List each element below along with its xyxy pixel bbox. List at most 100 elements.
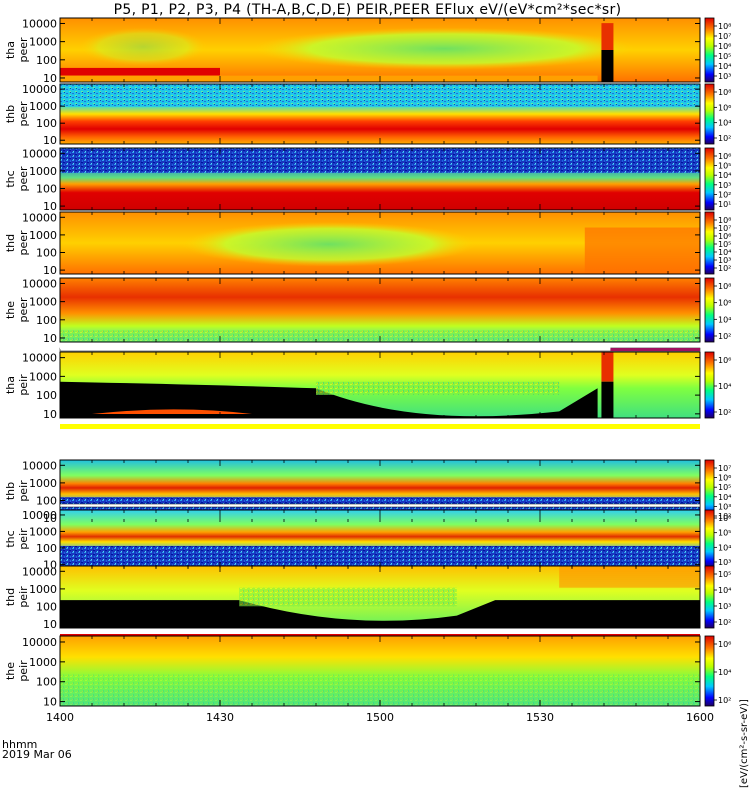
colorbar-tick-label: 10⁴ — [718, 248, 731, 257]
panel-label-species: peer — [17, 166, 30, 192]
colorbar-tick-label: 10⁸ — [718, 216, 731, 225]
colorbar-tick-label: 10⁷ — [718, 32, 731, 41]
y-tick-label: 10 — [43, 408, 57, 421]
chart-title: P5, P1, P2, P3, P4 (TH-A,B,C,D,E) PEIR,P… — [113, 2, 622, 18]
colorbar-tick-label: 10⁶ — [718, 356, 731, 365]
colorbar-tick-label: 10⁶ — [718, 299, 731, 308]
colorbar-tick-label: 10⁴ — [718, 171, 731, 180]
y-tick-label: 100 — [36, 389, 57, 402]
svg-text:[eV/(cm²-s-sr-eV)]: [eV/(cm²-s-sr-eV)] — [739, 699, 750, 788]
y-tick-label: 100 — [36, 600, 57, 613]
date-label: 2019 Mar 06 — [2, 748, 72, 761]
colorbar-tick-label: 10³ — [718, 181, 731, 190]
colorbar-tick-label: 10⁴ — [718, 668, 731, 677]
colorbar-tick-label: 10³ — [718, 256, 731, 265]
y-tick-label: 10 — [43, 558, 57, 571]
orange-region — [584, 227, 700, 274]
colorbar-tick-label: 10⁴ — [718, 62, 731, 71]
panel-thd-peir: 10000 1000 100 10 thd peir 10⁵ 10⁴ 10³ 10² — [4, 565, 731, 642]
red-arc — [92, 409, 252, 415]
y-tick-label: 100 — [36, 117, 57, 130]
panel-label-probe: the — [4, 301, 17, 319]
no-data-region — [60, 600, 700, 628]
colorbar-tick-label: 10² — [718, 264, 731, 273]
colorbar — [704, 277, 715, 343]
y-tick-label: 1000 — [29, 370, 57, 383]
panel-label-probe: thb — [4, 105, 17, 123]
y-tick-label: 10000 — [22, 352, 57, 365]
colorbar — [704, 635, 715, 707]
colorbar-tick-label: 10⁵ — [718, 240, 731, 249]
x-tick-label: 1430 — [206, 711, 234, 724]
colorbar-tick-label: 10⁶ — [718, 640, 731, 649]
x-tick-label: 1530 — [526, 711, 554, 724]
no-data-region — [60, 381, 598, 418]
noise — [316, 381, 560, 395]
y-tick-label: 10 — [43, 618, 57, 631]
x-tick-label: 1500 — [366, 711, 394, 724]
y-tick-label: 1000 — [29, 656, 57, 669]
colorbar-tick-label: 10⁶ — [718, 42, 731, 51]
colorbar-tick-label: 10⁴ — [718, 586, 731, 595]
colorbar-tick-label: 10² — [718, 618, 731, 627]
y-tick-label: 1000 — [29, 100, 57, 113]
x-tick-label: 1600 — [686, 711, 714, 724]
panel-thd-peer: 10000 1000 100 10 thd peer 10⁸10⁷10⁶10⁵10⁴10³1… — [4, 211, 731, 277]
y-tick-label: 100 — [36, 494, 57, 507]
y-tick-label: 10000 — [22, 83, 57, 96]
panel-label-probe: thd — [4, 234, 17, 252]
colorbar-tick-label: 10⁶ — [718, 152, 731, 161]
time-axis: 1400 1430 1500 1530 1600 — [46, 18, 714, 724]
panel-label-species: peir — [17, 660, 30, 682]
y-tick-label: 10000 — [22, 509, 57, 522]
colorbar — [704, 351, 715, 419]
colorbar-tick-label: 10⁴ — [718, 119, 731, 128]
y-tick-label: 10 — [43, 696, 57, 709]
y-tick-label: 100 — [36, 54, 57, 67]
colorbar-tick-label: 10⁶ — [718, 103, 731, 112]
y-tick-label: 10 — [43, 72, 57, 85]
colorbar-tick-label: 10³ — [718, 72, 731, 81]
y-tick-label: 10 — [43, 512, 57, 525]
y-tick-label: 10 — [43, 332, 57, 345]
y-tick-label: 1000 — [29, 229, 57, 242]
panel-label-species: peir — [17, 528, 30, 550]
colorbar-tick-label: 10⁵ — [718, 570, 731, 579]
colorbar — [704, 211, 715, 275]
colorbar-tick-label: 10⁶ — [718, 232, 731, 241]
colorbar-tick-label: 10¹ — [718, 200, 731, 209]
colorbar — [704, 509, 715, 569]
colorbar-tick-label: 10⁴ — [718, 543, 731, 552]
panel-thb-peer: 10000 1000 100 10 thb peer 10⁸ 10⁶ 10⁴ 10² — [4, 83, 731, 147]
colorbar-tick-label: 10⁴ — [718, 382, 731, 391]
y-tick-label: 10000 — [22, 277, 57, 290]
panel-label-species: peir — [17, 480, 30, 502]
separator-bar — [59, 503, 701, 508]
red-band — [60, 67, 220, 76]
y-tick-label: 10 — [43, 264, 57, 277]
colorbar-tick-label: 10² — [718, 408, 731, 417]
colorbar-title: [eV/(cm²-s-sr-eV)] — [739, 699, 750, 788]
panel-label-probe: the — [4, 662, 17, 680]
panel-label-probe: thd — [4, 588, 17, 606]
colorbar — [704, 565, 715, 629]
colorbar-tick-label: 10² — [718, 190, 731, 199]
colorbar-tick-label: 10⁸ — [718, 88, 731, 97]
separator-bar — [60, 346, 611, 349]
colorbar — [704, 83, 715, 145]
y-tick-label: 10000 — [22, 211, 57, 224]
panel-label-probe: thb — [4, 482, 17, 500]
panel-label-probe: tha — [4, 376, 17, 394]
separator-bar — [610, 348, 700, 351]
panel-label-probe: thc — [4, 530, 17, 547]
colorbar-tick-label: 10⁶ — [718, 474, 731, 483]
data-gap — [601, 381, 614, 418]
colorbar-tick-label: 10⁶ — [718, 514, 731, 523]
panel-label-species: peir — [17, 374, 30, 396]
y-tick-label: 10 — [43, 134, 57, 147]
data-gap-red — [601, 23, 614, 50]
panel-label-probe: thc — [4, 170, 17, 187]
